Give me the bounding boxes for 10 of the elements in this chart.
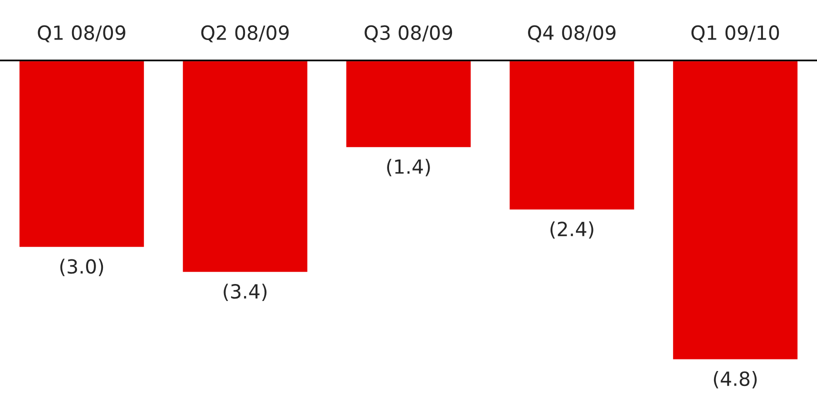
x-tick-label: Q1 08/09 [38,25,126,42]
x-tick-label: Q2 08/09 [201,25,289,42]
data-label: (2.4) [550,221,594,239]
x-tick-label: Q4 08/09 [528,25,616,42]
data-label: (3.4) [224,284,266,302]
data-label: (3.0) [60,258,104,276]
x-tick-label: Q1 09/10 [691,25,779,42]
data-label: (1.4) [387,158,430,176]
x-tick-label: Q3 08/09 [364,25,452,42]
data-label: (4.8) [714,371,757,388]
